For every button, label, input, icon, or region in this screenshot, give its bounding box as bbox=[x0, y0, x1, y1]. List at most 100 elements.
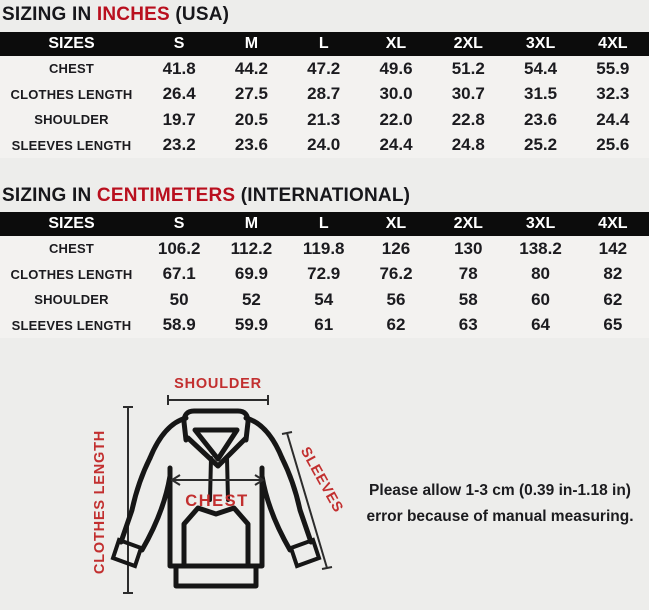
size-value-cell: 30.7 bbox=[432, 81, 505, 107]
size-value-cell: 64 bbox=[504, 312, 577, 338]
size-value-cell: 52 bbox=[215, 287, 288, 313]
size-value-cell: 44.2 bbox=[215, 56, 288, 82]
size-value-cell: 138.2 bbox=[504, 236, 577, 262]
size-value-cell: 41.8 bbox=[143, 56, 216, 82]
table-row: SHOULDER 50 52 54 56 58 60 62 bbox=[0, 287, 649, 313]
sleeves-label: SLEEVES bbox=[297, 444, 346, 515]
size-value-cell: 19.7 bbox=[143, 107, 216, 133]
size-value-cell: 69.9 bbox=[215, 261, 288, 287]
right-cuff bbox=[288, 537, 322, 569]
size-value-cell: 58 bbox=[432, 287, 505, 313]
size-value-cell: 54.4 bbox=[504, 56, 577, 82]
size-value-cell: 119.8 bbox=[287, 236, 360, 262]
measuring-note-line2: error because of manual measuring. bbox=[366, 508, 634, 525]
clothes-length-label: CLOTHES LENGTH bbox=[92, 430, 108, 574]
size-value-cell: 23.6 bbox=[215, 132, 288, 158]
table-title-centimeters: SIZING IN CENTIMETERS (INTERNATIONAL) bbox=[2, 185, 410, 207]
size-value-cell: 58.9 bbox=[143, 312, 216, 338]
size-value-cell: 24.4 bbox=[359, 132, 433, 158]
size-value-cell: 20.5 bbox=[215, 107, 288, 133]
size-value-cell: 30.0 bbox=[359, 81, 433, 107]
size-value-cell: 22.0 bbox=[359, 107, 433, 133]
row-label: SLEEVES LENGTH bbox=[0, 312, 143, 338]
waistband bbox=[173, 563, 259, 589]
col-header-3xl: 3XL bbox=[504, 212, 577, 236]
table-row: CLOTHES LENGTH 67.1 69.9 72.9 76.2 78 80 82 bbox=[0, 261, 649, 287]
title-region: (INTERNATIONAL) bbox=[235, 185, 411, 206]
size-value-cell: 65 bbox=[576, 312, 649, 338]
right-shoulder bbox=[243, 415, 285, 461]
title-prefix: SIZING IN bbox=[2, 185, 97, 206]
table-row: SLEEVES LENGTH 58.9 59.9 61 62 63 64 65 bbox=[0, 312, 649, 338]
size-value-cell: 59.9 bbox=[215, 312, 288, 338]
size-value-cell: 51.2 bbox=[432, 56, 505, 82]
size-value-cell: 25.2 bbox=[504, 132, 577, 158]
size-value-cell: 72.9 bbox=[287, 261, 360, 287]
sleeves-measure-line bbox=[281, 431, 333, 570]
size-value-cell: 130 bbox=[432, 236, 505, 262]
size-value-cell: 78 bbox=[432, 261, 505, 287]
title-prefix: SIZING IN bbox=[2, 4, 97, 25]
size-value-cell: 80 bbox=[504, 261, 577, 287]
table-header-row: SIZES S M L XL 2XL 3XL 4XL bbox=[0, 212, 649, 236]
hoodie-outline bbox=[110, 408, 322, 589]
col-header-m: M bbox=[215, 32, 288, 56]
left-shoulder bbox=[147, 415, 189, 461]
size-value-cell: 50 bbox=[143, 287, 216, 313]
col-header-xl: XL bbox=[359, 212, 433, 236]
row-label: SLEEVES LENGTH bbox=[0, 132, 143, 158]
size-value-cell: 21.3 bbox=[287, 107, 360, 133]
table-header-row: SIZES S M L XL 2XL 3XL 4XL bbox=[0, 32, 649, 56]
col-header-3xl: 3XL bbox=[504, 32, 577, 56]
size-value-cell: 142 bbox=[576, 236, 649, 262]
size-value-cell: 62 bbox=[359, 312, 433, 338]
col-header-4xl: 4XL bbox=[576, 32, 649, 56]
table-row: CLOTHES LENGTH 26.4 27.5 28.7 30.0 30.7 31.5 32… bbox=[0, 81, 649, 107]
col-header-s: S bbox=[143, 212, 216, 236]
table-row: SHOULDER 19.7 20.5 21.3 22.0 22.8 23.6 24.4 bbox=[0, 107, 649, 133]
hood bbox=[181, 408, 251, 443]
row-label: SHOULDER bbox=[0, 107, 143, 133]
col-header-2xl: 2XL bbox=[432, 32, 505, 56]
size-value-cell: 49.6 bbox=[359, 56, 433, 82]
kangaroo-pocket bbox=[181, 505, 251, 569]
sizing-table-centimeters: SIZES S M L XL 2XL 3XL 4XL CHEST 106.2 112.2 119.8… bbox=[0, 212, 649, 338]
size-value-cell: 25.6 bbox=[576, 132, 649, 158]
title-unit-centimeters: CENTIMETERS bbox=[96, 185, 236, 206]
title-unit-inches: INCHES bbox=[96, 4, 170, 25]
size-value-cell: 24.8 bbox=[432, 132, 505, 158]
col-header-m: M bbox=[215, 212, 288, 236]
size-value-cell: 23.6 bbox=[504, 107, 577, 133]
col-header-l: L bbox=[287, 32, 360, 56]
size-value-cell: 76.2 bbox=[359, 261, 433, 287]
table-row: CHEST 41.8 44.2 47.2 49.6 51.2 54.4 55.9 bbox=[0, 56, 649, 82]
col-header-xl: XL bbox=[359, 32, 433, 56]
col-header-2xl: 2XL bbox=[432, 212, 505, 236]
size-value-cell: 67.1 bbox=[143, 261, 216, 287]
table-row: CHEST 106.2 112.2 119.8 126 130 138.2 142 bbox=[0, 236, 649, 262]
hood-outer-v bbox=[185, 435, 249, 469]
col-header-4xl: 4XL bbox=[576, 212, 649, 236]
col-header-sizes: SIZES bbox=[0, 212, 143, 236]
col-header-l: L bbox=[287, 212, 360, 236]
size-value-cell: 26.4 bbox=[143, 81, 216, 107]
measuring-note: Please allow 1-3 cm (0.39 in-1.18 in) er… bbox=[352, 478, 648, 530]
table-row: SLEEVES LENGTH 23.2 23.6 24.0 24.4 24.8 25.2 25… bbox=[0, 132, 649, 158]
shoulder-label: SHOULDER bbox=[174, 376, 262, 392]
size-value-cell: 112.2 bbox=[215, 236, 288, 262]
size-value-cell: 24.4 bbox=[576, 107, 649, 133]
row-label: CLOTHES LENGTH bbox=[0, 261, 143, 287]
size-value-cell: 60 bbox=[504, 287, 577, 313]
row-label: SHOULDER bbox=[0, 287, 143, 313]
shoulder-measure-line bbox=[167, 395, 269, 405]
size-value-cell: 55.9 bbox=[576, 56, 649, 82]
title-region: (USA) bbox=[169, 4, 230, 25]
size-value-cell: 62 bbox=[576, 287, 649, 313]
measuring-note-line1: Please allow 1-3 cm (0.39 in-1.18 in) bbox=[369, 482, 631, 499]
hoodie-measure-diagram: SHOULDER CLOTHES LENGTH SLEEVES bbox=[92, 376, 346, 594]
size-value-cell: 63 bbox=[432, 312, 505, 338]
size-value-cell: 31.5 bbox=[504, 81, 577, 107]
size-value-cell: 56 bbox=[359, 287, 433, 313]
size-value-cell: 22.8 bbox=[432, 107, 505, 133]
